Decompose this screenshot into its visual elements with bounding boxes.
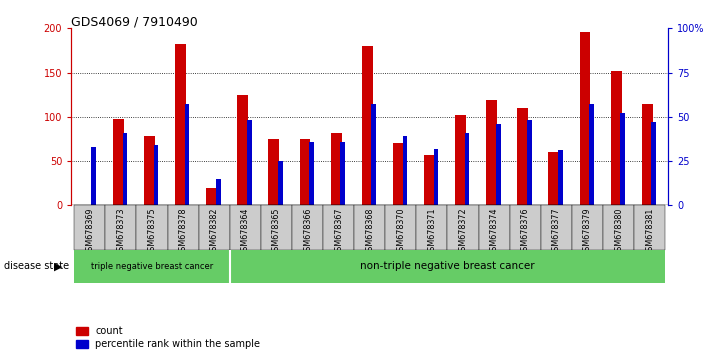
Bar [455, 115, 466, 205]
Text: non-triple negative breast cancer: non-triple negative breast cancer [360, 261, 535, 272]
Bar [579, 32, 590, 205]
Bar [548, 152, 560, 205]
Text: GSM678367: GSM678367 [334, 207, 343, 256]
Bar [572, 205, 603, 250]
Bar [185, 104, 189, 205]
Bar [278, 161, 283, 205]
Bar [154, 145, 159, 205]
Text: GSM678375: GSM678375 [147, 207, 156, 256]
Text: triple negative breast cancer: triple negative breast cancer [91, 262, 213, 271]
Bar [74, 250, 230, 283]
Bar [620, 113, 625, 205]
Bar [385, 205, 417, 250]
Bar [402, 136, 407, 205]
Bar [299, 139, 311, 205]
Bar [486, 100, 497, 205]
Bar [230, 250, 665, 283]
Bar [206, 188, 217, 205]
Text: GSM678371: GSM678371 [427, 207, 437, 256]
Bar [642, 104, 653, 205]
Bar [371, 104, 376, 205]
Bar [611, 71, 621, 205]
Bar [175, 44, 186, 205]
Bar [261, 205, 292, 250]
Bar [603, 205, 634, 250]
Bar [122, 133, 127, 205]
Bar [496, 124, 501, 205]
Bar [362, 46, 373, 205]
Text: GSM678378: GSM678378 [178, 207, 188, 256]
Bar [137, 205, 168, 250]
Bar [651, 122, 656, 205]
Bar [309, 142, 314, 205]
Bar [230, 205, 261, 250]
Bar [424, 155, 435, 205]
Bar [634, 205, 665, 250]
Bar [341, 142, 345, 205]
Text: GSM678374: GSM678374 [490, 207, 498, 256]
Text: GSM678372: GSM678372 [459, 207, 468, 256]
Text: GSM678377: GSM678377 [552, 207, 561, 256]
Text: GSM678366: GSM678366 [303, 207, 312, 256]
Bar [558, 150, 562, 205]
Bar [447, 205, 479, 250]
Text: GSM678369: GSM678369 [85, 207, 95, 256]
Legend: count, percentile rank within the sample: count, percentile rank within the sample [76, 326, 260, 349]
Text: GSM678379: GSM678379 [583, 207, 592, 256]
Bar [92, 147, 96, 205]
Bar [144, 136, 155, 205]
Bar [541, 205, 572, 250]
Bar [393, 143, 404, 205]
Bar [589, 104, 594, 205]
Text: GSM678370: GSM678370 [396, 207, 405, 256]
Bar [510, 205, 541, 250]
Bar [292, 205, 323, 250]
Bar [331, 133, 341, 205]
Bar [216, 179, 220, 205]
Bar [465, 133, 469, 205]
Bar [113, 120, 124, 205]
Bar [198, 205, 230, 250]
Bar [527, 120, 532, 205]
Bar [434, 149, 438, 205]
Bar [479, 205, 510, 250]
Bar [323, 205, 354, 250]
Text: GSM678368: GSM678368 [365, 207, 374, 256]
Bar [354, 205, 385, 250]
Text: GDS4069 / 7910490: GDS4069 / 7910490 [71, 16, 198, 29]
Text: GSM678373: GSM678373 [117, 207, 125, 256]
Bar [237, 95, 248, 205]
Text: GSM678364: GSM678364 [241, 207, 250, 256]
Bar [247, 120, 252, 205]
Text: GSM678382: GSM678382 [210, 207, 219, 256]
Bar [417, 205, 447, 250]
Text: disease state: disease state [4, 261, 69, 271]
Bar [105, 205, 137, 250]
Text: GSM678381: GSM678381 [645, 207, 654, 256]
Text: GSM678376: GSM678376 [520, 207, 530, 256]
Text: ▶: ▶ [54, 261, 63, 271]
Text: GSM678380: GSM678380 [614, 207, 623, 256]
Bar [168, 205, 198, 250]
Bar [269, 139, 279, 205]
Bar [518, 108, 528, 205]
Bar [74, 205, 105, 250]
Text: GSM678365: GSM678365 [272, 207, 281, 256]
